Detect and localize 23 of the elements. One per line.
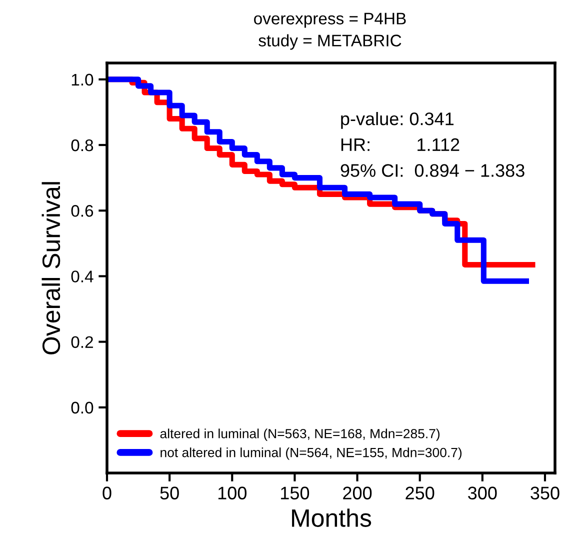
x-tick-label: 200 <box>343 486 372 500</box>
y-tick-label: 0.2 <box>71 336 93 348</box>
annotation: HR: 1.112 <box>341 138 460 151</box>
x-tick-label: 0 <box>102 486 112 500</box>
chart-title: overexpress = P4HB <box>254 12 406 28</box>
legend-label: altered in luminal (N=563, NE=168, Mdn=285.7) <box>160 428 440 441</box>
annotation: 95% CI: 0.894 − 1.383 <box>340 164 524 177</box>
y-tick-label: 0.4 <box>71 270 94 282</box>
x-tick-label: 50 <box>160 486 179 500</box>
y-axis-title: Overall Survival <box>42 182 60 354</box>
y-tick-label: 0.6 <box>71 205 94 217</box>
x-tick-label: 100 <box>218 486 246 500</box>
y-tick-label: 1.0 <box>72 74 94 86</box>
x-tick-label: 150 <box>281 486 310 500</box>
legend-label: not altered in luminal (N=564, NE=155, Mdn=300.7) <box>160 448 462 460</box>
chart-subtitle: study = METABRIC <box>258 34 402 50</box>
y-tick-label: 0.0 <box>71 402 94 414</box>
x-axis-title: Months <box>292 508 372 527</box>
x-tick-label: 350 <box>530 486 560 500</box>
x-tick-label: 250 <box>406 486 434 500</box>
x-tick-label: 300 <box>468 486 497 500</box>
y-tick-label: 0.8 <box>71 139 94 152</box>
annotation: p-value: 0.341 <box>341 112 454 129</box>
